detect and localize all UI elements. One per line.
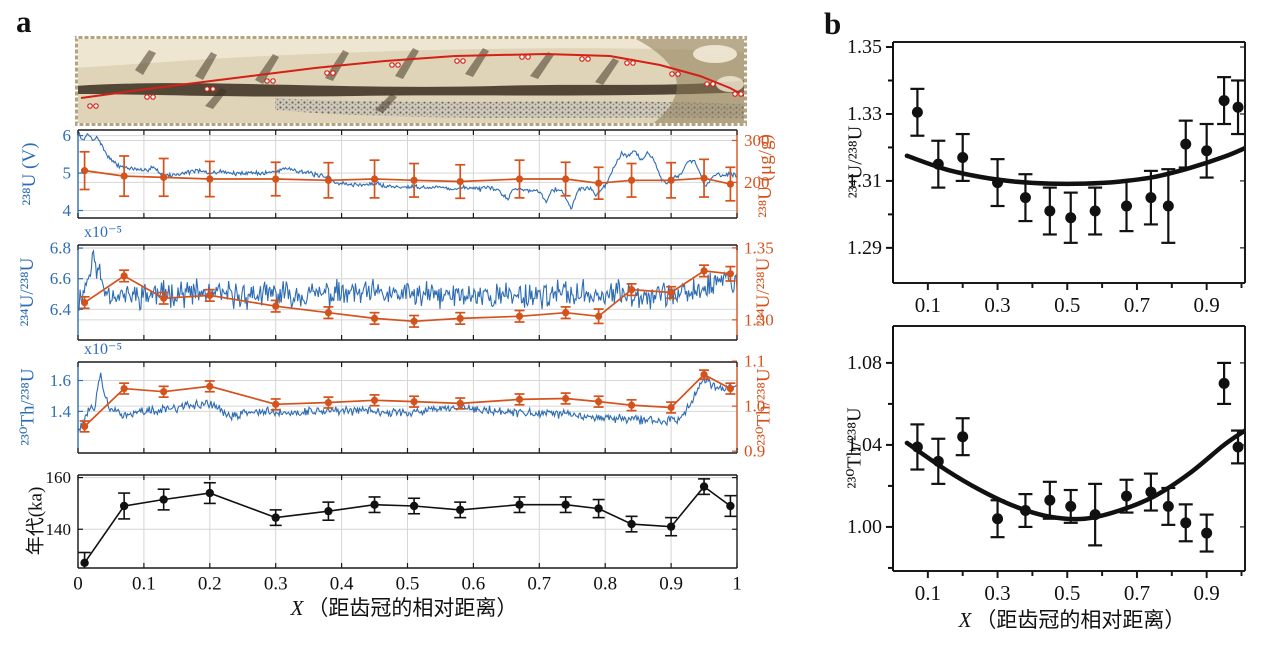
svg-text:0.9: 0.9	[1194, 581, 1220, 605]
svg-text:0.1: 0.1	[915, 293, 941, 317]
svg-text:0.8: 0.8	[593, 574, 617, 595]
x-description: （距齿冠的相对距离）	[307, 596, 518, 620]
svg-text:1: 1	[732, 574, 742, 595]
svg-text:1.29: 1.29	[847, 237, 882, 259]
svg-text:0.1: 0.1	[132, 574, 156, 595]
b-th230-axis-label: ²³⁰Th/²³⁸U	[843, 407, 866, 489]
svg-text:0.3: 0.3	[264, 574, 288, 595]
svg-text:0.3: 0.3	[984, 581, 1010, 605]
svg-text:140: 140	[46, 520, 72, 539]
svg-text:0.6: 0.6	[462, 574, 486, 595]
svg-text:1.6: 1.6	[50, 371, 71, 390]
svg-text:0.4: 0.4	[330, 574, 354, 595]
svg-text:0.1: 0.1	[915, 581, 941, 605]
svg-text:1.1: 1.1	[744, 352, 765, 371]
svg-text:6.4: 6.4	[50, 300, 72, 319]
svg-text:0.5: 0.5	[396, 574, 420, 595]
svg-text:0.9: 0.9	[744, 442, 765, 461]
svg-text:0: 0	[73, 574, 83, 595]
panel-b-label: b	[824, 6, 842, 41]
svg-text:200: 200	[744, 173, 770, 192]
svg-text:1.33: 1.33	[847, 103, 882, 125]
svg-text:1.31: 1.31	[847, 170, 882, 192]
transect-overlay	[80, 52, 746, 109]
chart-u238-signal: 4 5 6 200 300	[63, 126, 770, 220]
svg-text:1.30: 1.30	[744, 310, 774, 329]
a-u234-right-axis-label: ²³⁴U/²³⁸U	[753, 257, 774, 327]
a-age-axis-label: 年代(ka)	[25, 486, 47, 556]
chart-b-u234-fit: 0.1 0.3 0.5 0.7 0.9 1.29 1.31 1.33 1.35	[847, 36, 1246, 317]
b-u234-axis-label: ²³⁴U/²³⁸U	[844, 125, 867, 199]
panel-b-x-axis-title: X （距齿冠的相对距离）	[958, 608, 1186, 632]
svg-text:0.3: 0.3	[984, 293, 1010, 317]
svg-text:5: 5	[63, 164, 72, 183]
svg-text:0.2: 0.2	[198, 574, 222, 595]
svg-text:1.4: 1.4	[50, 402, 72, 421]
svg-text:1.35: 1.35	[744, 238, 774, 257]
svg-text:6.6: 6.6	[50, 269, 71, 288]
a-u238-left-axis-label: ²³⁸U (V)	[19, 142, 40, 206]
svg-text:0.5: 0.5	[1054, 581, 1080, 605]
u234-scale-exponent: x10⁻⁵	[84, 224, 123, 241]
svg-text:160: 160	[46, 468, 72, 487]
a-u234-left-axis-label: ²³⁴U/²³⁸U	[17, 257, 38, 327]
svg-text:0.7: 0.7	[527, 574, 551, 595]
chart-age-profile: 0 0.1 0.2 0.3 0.4 0.5 0.6 0.7 0.8 0.9 1 140 160	[46, 468, 742, 595]
a-u238-right-axis-label: ²³⁸U (μg/g)	[755, 134, 776, 218]
chart-b-th230-fit: 0.1 0.3 0.5 0.7 0.9 1.00 1.04 1.08	[847, 325, 1246, 605]
a-th230-right-axis-label: ²³⁰Th/²³⁸U	[753, 368, 775, 446]
svg-text:1.35: 1.35	[847, 36, 882, 58]
tooth-photo-svg	[75, 36, 747, 126]
svg-text:1.00: 1.00	[847, 516, 882, 538]
panel-a-x-axis-title: X （距齿冠的相对距离）	[291, 592, 518, 622]
svg-text:6: 6	[63, 126, 72, 145]
svg-text:0.5: 0.5	[1054, 293, 1080, 317]
svg-text:300: 300	[744, 131, 770, 150]
x-variable: X	[290, 596, 304, 620]
svg-text:1.08: 1.08	[847, 352, 882, 374]
svg-text:6.8: 6.8	[50, 239, 71, 258]
tooth-sample-photo	[75, 36, 747, 126]
panel-a-label: a	[16, 4, 32, 39]
svg-text:1.04: 1.04	[847, 434, 882, 456]
svg-text:1.0: 1.0	[744, 397, 765, 416]
svg-text:0.9: 0.9	[659, 574, 683, 595]
svg-text:0.7: 0.7	[1124, 293, 1150, 317]
svg-text:4: 4	[63, 201, 72, 220]
svg-text:0.7: 0.7	[1124, 581, 1150, 605]
chart-u234-ratio-profile: 6.4 6.6 6.8 1.30 1.35	[50, 238, 774, 341]
a-th230-left-axis-label: ²³⁰Th/²³⁸U	[17, 368, 39, 446]
svg-text:0.9: 0.9	[1194, 293, 1220, 317]
th230-scale-exponent: x10⁻⁵	[84, 341, 123, 358]
chart-th230-ratio-profile: 1.4 1.6 0.9 1.0 1.1	[50, 352, 766, 461]
